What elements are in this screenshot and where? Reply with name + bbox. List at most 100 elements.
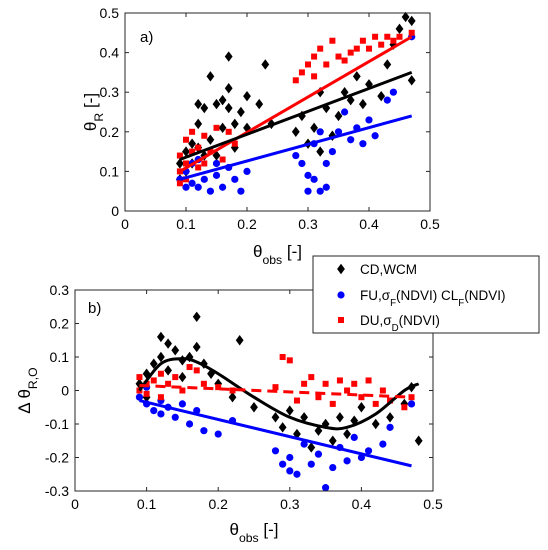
fit-line-fu	[139, 399, 412, 468]
data-point-cd	[176, 158, 184, 169]
data-point-cd	[336, 412, 344, 423]
data-point-fu	[407, 400, 416, 408]
y-tick-label: 0.5	[100, 5, 120, 21]
data-point-du	[347, 49, 354, 56]
data-point-du	[351, 380, 358, 387]
legend-marker-fu	[337, 291, 345, 299]
data-point-fu	[307, 460, 315, 468]
data-point-du	[207, 148, 214, 155]
legend-marker-cd	[337, 263, 345, 275]
data-point-du	[408, 29, 415, 36]
data-point-du	[143, 380, 150, 387]
panel-b-chart: 0 0.1 0.2 0.3 0.4 0.5-0.3-0.2-0.100.10.20.3θo…	[15, 282, 443, 545]
data-point-fu	[293, 470, 301, 478]
data-point-du	[157, 394, 164, 401]
data-point-fu	[379, 440, 387, 448]
data-point-du	[358, 394, 365, 401]
data-point-cd	[164, 338, 172, 349]
x-tick-label: 0.5	[420, 216, 440, 232]
data-point-du	[272, 384, 279, 391]
data-point-cd	[243, 90, 251, 102]
plot-area-box	[124, 12, 431, 212]
data-point-du	[311, 53, 318, 60]
data-point-du	[311, 73, 318, 80]
data-point-fu	[300, 440, 308, 448]
data-point-du	[344, 387, 351, 394]
data-point-cd	[250, 402, 258, 413]
data-point-fu	[157, 410, 165, 418]
data-point-du	[189, 148, 196, 155]
data-point-cd	[188, 138, 196, 149]
data-point-cd	[291, 126, 300, 137]
data-point-cd	[178, 371, 187, 383]
data-point-cd	[346, 94, 355, 106]
data-point-du	[183, 160, 189, 167]
x-tick-label: 0.5	[423, 496, 443, 512]
legend-label-fu: FU,σF(NDVI) CLF(NDVI)	[360, 288, 505, 309]
data-point-fu	[286, 467, 294, 475]
y-axis-label: Δ θR,O	[15, 367, 40, 413]
data-point-cd	[365, 79, 373, 90]
data-point-du	[322, 380, 329, 387]
data-point-cd	[407, 75, 416, 86]
data-point-cd	[182, 146, 190, 157]
fit-line-du	[179, 35, 413, 173]
data-point-cd	[316, 146, 325, 157]
data-point-cd	[207, 368, 215, 379]
data-point-fu	[292, 151, 300, 160]
data-point-cd	[218, 122, 227, 134]
data-point-cd	[359, 98, 367, 110]
data-point-fu	[341, 108, 349, 116]
data-point-du	[219, 156, 226, 163]
data-point-cd	[414, 435, 423, 446]
data-point-cd	[407, 15, 416, 27]
x-axis-label: θobs [-]	[253, 242, 302, 267]
y-tick-label: 0	[61, 383, 69, 399]
data-point-cd	[157, 351, 165, 363]
data-point-du	[301, 380, 308, 387]
y-tick-label: 0.2	[100, 124, 120, 140]
x-tick-label: 0.2	[237, 216, 257, 232]
data-point-fu	[304, 187, 312, 195]
data-point-cd	[164, 365, 172, 376]
legend-box	[312, 255, 540, 334]
data-point-cd	[149, 358, 158, 369]
data-point-fu	[365, 116, 373, 124]
data-point-cd	[206, 71, 215, 82]
data-point-cd	[328, 435, 337, 446]
data-point-du	[200, 380, 207, 387]
data-point-du	[298, 69, 305, 76]
data-point-du	[378, 41, 385, 48]
data-point-cd	[340, 87, 349, 98]
data-point-du	[401, 404, 408, 411]
y-tick-label: -0.2	[45, 450, 69, 466]
data-point-cd	[271, 412, 280, 423]
data-point-fu	[171, 413, 179, 421]
data-point-du	[341, 57, 348, 64]
data-point-du	[317, 45, 324, 52]
data-point-fu	[371, 132, 379, 140]
data-point-du	[195, 164, 202, 171]
data-point-du	[305, 61, 311, 68]
data-point-fu	[322, 484, 330, 492]
data-point-fu	[383, 96, 391, 104]
data-point-cd	[314, 425, 323, 436]
data-point-du	[384, 33, 391, 40]
data-point-du	[231, 140, 238, 147]
data-point-cd	[192, 311, 201, 322]
x-axis-label: θobs [-]	[229, 520, 278, 545]
data-point-du	[359, 37, 366, 44]
data-point-fu	[200, 427, 208, 435]
data-point-cd	[235, 335, 244, 346]
fit-line-fu	[179, 114, 413, 181]
data-point-du	[157, 370, 164, 377]
panel-a-chart: 0 0.1 0.2 0.3 0.4 0.5 0 0.1 0.2 0.3 0.4 0.5 θobs [-]…	[81, 5, 440, 267]
y-tick-label: 0.1	[50, 349, 70, 365]
data-point-du	[387, 397, 394, 404]
fit-lines-group	[179, 35, 413, 181]
data-point-du	[150, 377, 157, 384]
data-point-fu	[322, 183, 330, 191]
data-point-fu	[237, 187, 245, 195]
data-point-cd	[386, 412, 394, 423]
